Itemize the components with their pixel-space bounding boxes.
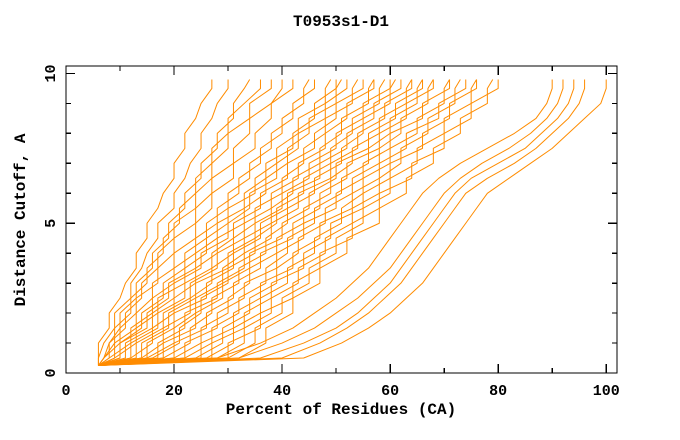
model-curve <box>98 79 467 367</box>
model-curve <box>98 79 386 367</box>
model-curve <box>98 79 332 366</box>
x-tick-label: 60 <box>381 383 399 400</box>
model-curve <box>98 79 348 366</box>
model-curve <box>98 79 413 367</box>
model-curve <box>98 79 499 367</box>
model-curve <box>98 79 478 367</box>
model-curve <box>98 79 575 367</box>
model-curve <box>98 79 294 366</box>
model-curve <box>98 79 434 367</box>
y-tick-label: 0 <box>43 368 60 377</box>
chart-title: T0953s1-D1 <box>293 13 389 31</box>
model-curve <box>98 79 451 367</box>
model-curve <box>98 79 477 367</box>
model-curve <box>98 79 564 367</box>
model-curve <box>98 79 391 367</box>
model-curve <box>97 79 229 366</box>
x-tick-label: 80 <box>489 383 507 400</box>
model-curve <box>98 79 424 367</box>
model-curve <box>98 79 337 366</box>
model-curve <box>98 79 607 367</box>
model-curve <box>98 79 450 367</box>
x-tick-label: 40 <box>273 383 291 400</box>
model-curve <box>98 79 375 367</box>
model-curve <box>98 79 261 366</box>
model-curve <box>98 79 310 366</box>
model-curve <box>98 79 364 366</box>
model-curve <box>98 79 586 367</box>
plot-border-box <box>65 65 618 374</box>
model-curve <box>98 79 315 366</box>
y-tick-label: 10 <box>43 64 60 82</box>
axes-layer: 0 20 40 60 80 100 0 5 10 <box>43 64 620 400</box>
model-curve <box>98 79 396 367</box>
model-curve <box>98 79 402 367</box>
y-axis-label: Distance Cutoff, A <box>12 133 30 306</box>
x-tick-label: 0 <box>61 383 70 400</box>
model-curve <box>98 79 494 367</box>
x-tick-label: 100 <box>593 383 620 400</box>
model-curve <box>98 79 423 367</box>
model-curve <box>97 79 213 366</box>
x-tick-label: 20 <box>165 383 183 400</box>
x-axis-label: Percent of Residues (CA) <box>226 401 456 419</box>
model-curve <box>98 79 553 367</box>
model-curves-layer <box>97 79 607 367</box>
y-tick-label: 5 <box>43 219 60 228</box>
model-curve <box>98 79 434 367</box>
